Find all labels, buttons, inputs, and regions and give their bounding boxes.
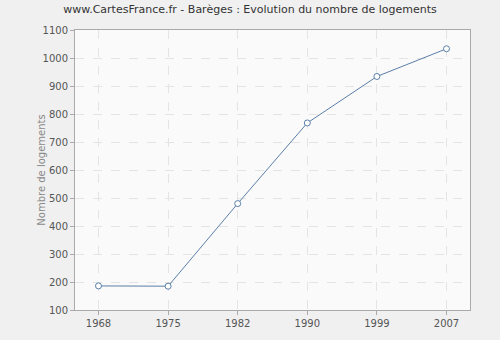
- svg-text:700: 700: [49, 137, 68, 148]
- svg-text:300: 300: [49, 249, 68, 260]
- svg-text:1975: 1975: [155, 318, 180, 329]
- svg-text:2007: 2007: [434, 318, 459, 329]
- svg-text:www.CartesFrance.fr - Barèges: www.CartesFrance.fr - Barèges : Evolutio…: [63, 3, 437, 16]
- svg-text:400: 400: [49, 221, 68, 232]
- svg-text:1968: 1968: [86, 318, 111, 329]
- svg-text:800: 800: [49, 109, 68, 120]
- svg-text:500: 500: [49, 193, 68, 204]
- svg-text:100: 100: [49, 305, 68, 316]
- svg-text:600: 600: [49, 165, 68, 176]
- svg-text:1990: 1990: [295, 318, 320, 329]
- svg-text:900: 900: [49, 81, 68, 92]
- svg-text:1000: 1000: [43, 53, 68, 64]
- svg-text:1100: 1100: [43, 25, 68, 36]
- svg-text:Nombre de logements: Nombre de logements: [36, 114, 47, 225]
- svg-text:200: 200: [49, 277, 68, 288]
- svg-text:1999: 1999: [364, 318, 389, 329]
- svg-text:1982: 1982: [225, 318, 250, 329]
